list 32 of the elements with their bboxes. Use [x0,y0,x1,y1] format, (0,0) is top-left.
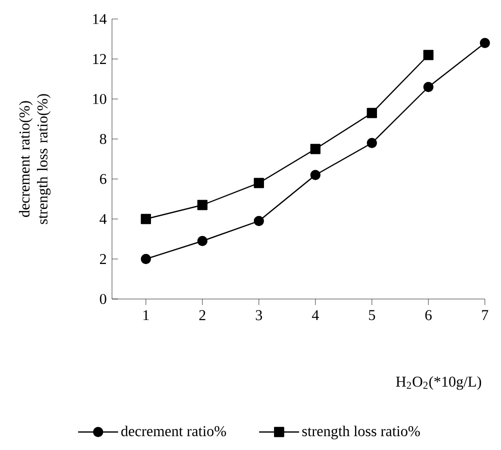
point [310,170,320,180]
legend-label: strength loss ratio% [302,426,420,440]
y-tick-label: 4 [100,214,107,224]
x-tick-label: 6 [425,310,432,320]
y-tick-label: 14 [93,14,107,24]
point [423,82,434,92]
x-tick-label: 3 [256,310,262,320]
x-tick-label: 2 [199,310,206,320]
legend-label: decrement ratio% [121,426,226,436]
x-axis-title: H$_{2}$O$_{2}$(*10g/L) [396,376,482,390]
y-axis-title: decrement ratio(%) strength loss ratio(%) [19,94,51,224]
y-tick-label: 6 [100,174,106,184]
point [480,38,490,48]
point [366,138,377,148]
point [140,214,151,224]
y-tick-label: 10 [93,94,106,104]
x-tick-label: 4 [312,310,319,320]
point [423,50,434,60]
x-tick-label: 1 [143,310,149,320]
point [254,178,264,188]
point [197,236,208,246]
point [310,144,320,154]
point [140,254,151,264]
point [254,216,264,226]
y-tick-label: 2 [100,254,106,264]
x-tick-label: 7 [482,310,488,320]
y-tick-label: 0 [100,294,106,304]
point [366,108,377,118]
y-tick-label: 8 [100,134,106,144]
y-tick-label: 12 [93,54,106,64]
x-tick-label: 5 [369,310,376,320]
point [197,200,208,210]
